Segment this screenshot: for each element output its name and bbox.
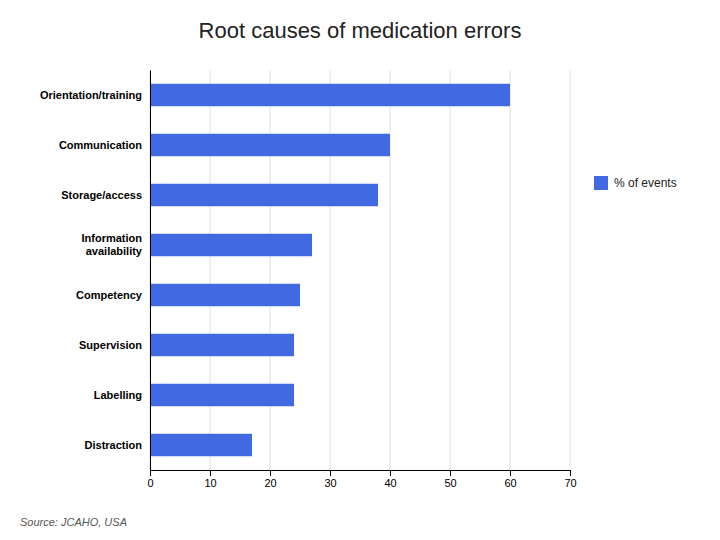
y-axis: Distraction Labelling Supervision Competenc… bbox=[40, 71, 151, 471]
grid-line bbox=[510, 70, 511, 470]
y-axis-line bbox=[150, 71, 151, 471]
grid-line bbox=[210, 70, 211, 470]
x-tick: 10 bbox=[204, 470, 216, 489]
x-tick-label: 30 bbox=[324, 477, 336, 489]
x-tick-label: 50 bbox=[444, 477, 456, 489]
x-tick-mark bbox=[210, 470, 211, 476]
x-tick: 30 bbox=[324, 470, 336, 489]
bar bbox=[150, 334, 294, 357]
y-tick: Communication bbox=[59, 139, 150, 151]
bars bbox=[150, 84, 510, 457]
x-tick-mark bbox=[330, 470, 331, 476]
x-tick-label: 70 bbox=[564, 477, 576, 489]
y-tick-label: Informationavailability bbox=[82, 232, 143, 257]
y-tick: Labelling bbox=[94, 389, 150, 401]
legend-swatch bbox=[594, 176, 608, 190]
x-tick-label: 0 bbox=[147, 477, 153, 489]
grid-line bbox=[450, 70, 451, 470]
y-tick-label-line: Information bbox=[82, 232, 143, 244]
chart-container: Root causes of medication errors 0 10 20 30 4… bbox=[0, 0, 720, 540]
legend-item: % of events bbox=[594, 176, 677, 190]
x-tick: 60 bbox=[504, 470, 516, 489]
chart-title: Root causes of medication errors bbox=[199, 18, 522, 43]
y-tick-label: Communication bbox=[59, 139, 142, 151]
x-tick-mark bbox=[390, 470, 391, 476]
chart-svg: Root causes of medication errors 0 10 20 30 4… bbox=[0, 0, 720, 540]
legend-label: % of events bbox=[614, 176, 677, 190]
bar bbox=[150, 234, 312, 257]
x-tick-label: 10 bbox=[204, 477, 216, 489]
y-tick: Supervision bbox=[79, 339, 150, 351]
bar bbox=[150, 184, 378, 207]
x-tick-label: 60 bbox=[504, 477, 516, 489]
bar bbox=[150, 434, 252, 457]
y-tick-label: Distraction bbox=[85, 439, 143, 451]
y-tick-label: Labelling bbox=[94, 389, 142, 401]
y-tick: Distraction bbox=[85, 439, 150, 451]
x-tick: 70 bbox=[564, 470, 576, 489]
bar bbox=[150, 384, 294, 407]
y-tick-label-line: availability bbox=[86, 245, 143, 257]
bar bbox=[150, 134, 390, 157]
x-tick-mark bbox=[570, 470, 571, 476]
x-tick-label: 20 bbox=[264, 477, 276, 489]
plot-area: 0 10 20 30 40 50 60 70 Distraction Labelling Super… bbox=[40, 70, 577, 489]
x-axis: 0 10 20 30 40 50 60 70 bbox=[147, 470, 576, 489]
y-tick: Storage/access bbox=[61, 189, 150, 201]
y-tick-label: Storage/access bbox=[61, 189, 142, 201]
grid-line bbox=[150, 70, 151, 470]
x-tick-mark bbox=[150, 470, 151, 476]
x-tick-label: 40 bbox=[384, 477, 396, 489]
x-tick: 20 bbox=[264, 470, 276, 489]
grid-line bbox=[570, 70, 571, 470]
x-tick: 40 bbox=[384, 470, 396, 489]
bar bbox=[150, 84, 510, 107]
x-tick-mark bbox=[270, 470, 271, 476]
x-tick-mark bbox=[510, 470, 511, 476]
annotation: Source: JCAHO, USA bbox=[20, 516, 127, 528]
y-tick: Informationavailability bbox=[82, 232, 151, 257]
x-tick: 0 bbox=[147, 470, 153, 489]
grid-line bbox=[390, 70, 391, 470]
grid bbox=[150, 70, 570, 470]
legend: % of events bbox=[594, 176, 677, 190]
x-axis-line bbox=[151, 471, 571, 477]
y-tick: Competency bbox=[76, 289, 150, 301]
y-tick-label: Competency bbox=[76, 289, 143, 301]
grid-line bbox=[330, 70, 331, 470]
bar bbox=[150, 284, 300, 307]
grid-line bbox=[270, 70, 271, 470]
y-tick: Orientation/training bbox=[40, 89, 150, 101]
x-tick: 50 bbox=[444, 470, 456, 489]
x-tick-mark bbox=[450, 470, 451, 476]
y-tick-label: Supervision bbox=[79, 339, 142, 351]
y-tick-label: Orientation/training bbox=[40, 89, 142, 101]
